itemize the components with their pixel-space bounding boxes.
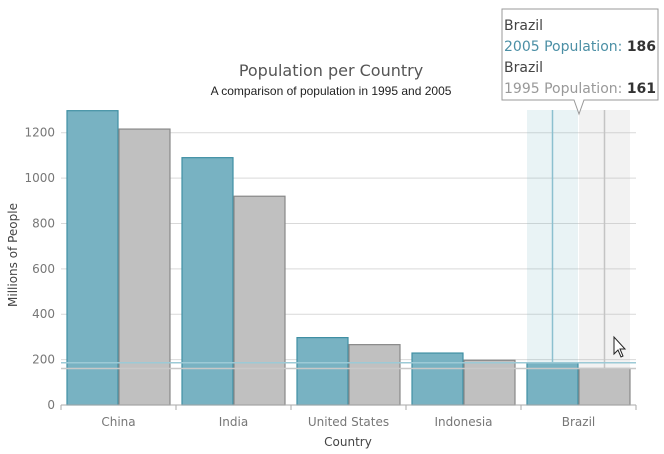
x-tick-label-indonesia: Indonesia — [434, 415, 492, 429]
bar-china-1995-population[interactable] — [118, 128, 171, 406]
tooltip-series-1: 2005 Population — [504, 39, 618, 55]
chart-title: Population per Country — [239, 61, 423, 80]
y-tick-label-200: 200 — [32, 353, 55, 367]
highlight-layer — [527, 110, 630, 405]
bar-india-2005-population[interactable] — [181, 157, 234, 406]
mouse-cursor-icon — [613, 335, 627, 358]
bar-indonesia-1995-population[interactable] — [463, 359, 516, 406]
tooltip-row-1: 2005 Population: 186 — [504, 39, 656, 55]
bars-layer — [66, 110, 631, 406]
x-axis-label: Country — [324, 435, 372, 449]
tooltip-row-2: 1995 Population: 161 — [504, 81, 656, 97]
y-tick-label-400: 400 — [32, 307, 55, 321]
bar-indonesia-2005-population[interactable] — [411, 352, 464, 406]
crosshair-layer — [61, 362, 636, 370]
y-tick-label-0: 0 — [47, 398, 55, 412]
bar-china-2005-population[interactable] — [66, 110, 119, 406]
bar-united-states-2005-population[interactable] — [296, 337, 349, 406]
tooltip-box — [501, 8, 659, 116]
bar-india-1995-population[interactable] — [233, 195, 286, 406]
x-tick-label-china: China — [101, 415, 135, 429]
tooltip-value-2: 161 — [627, 81, 656, 97]
bar-united-states-1995-population[interactable] — [348, 344, 401, 406]
chart-subtitle: A comparison of population in 1995 and 2… — [211, 84, 452, 98]
bar-brazil-2005-population[interactable] — [526, 362, 579, 406]
x-tick-label-india: India — [219, 415, 248, 429]
tooltip-category-2: Brazil — [504, 60, 543, 76]
bar-brazil-1995-population[interactable] — [578, 367, 631, 406]
x-tick-label-brazil: Brazil — [562, 415, 596, 429]
axis-layer: 0 200 400 600 800 1000 1200 China India United St… — [24, 126, 637, 429]
y-tick-label-800: 800 — [32, 216, 55, 230]
y-axis-label: Millions of People — [6, 203, 20, 307]
x-tick-label-united-states: United States — [308, 415, 389, 429]
y-tick-label-1200: 1200 — [24, 126, 55, 140]
tooltip-category-1: Brazil — [504, 18, 543, 34]
y-tick-label-600: 600 — [32, 262, 55, 276]
tooltip: Brazil 2005 Population: 186 Brazil 1995 … — [501, 8, 659, 116]
tooltip-value-1: 186 — [627, 39, 656, 55]
tooltip-series-2: 1995 Population — [504, 81, 618, 97]
y-tick-label-1000: 1000 — [24, 171, 55, 185]
